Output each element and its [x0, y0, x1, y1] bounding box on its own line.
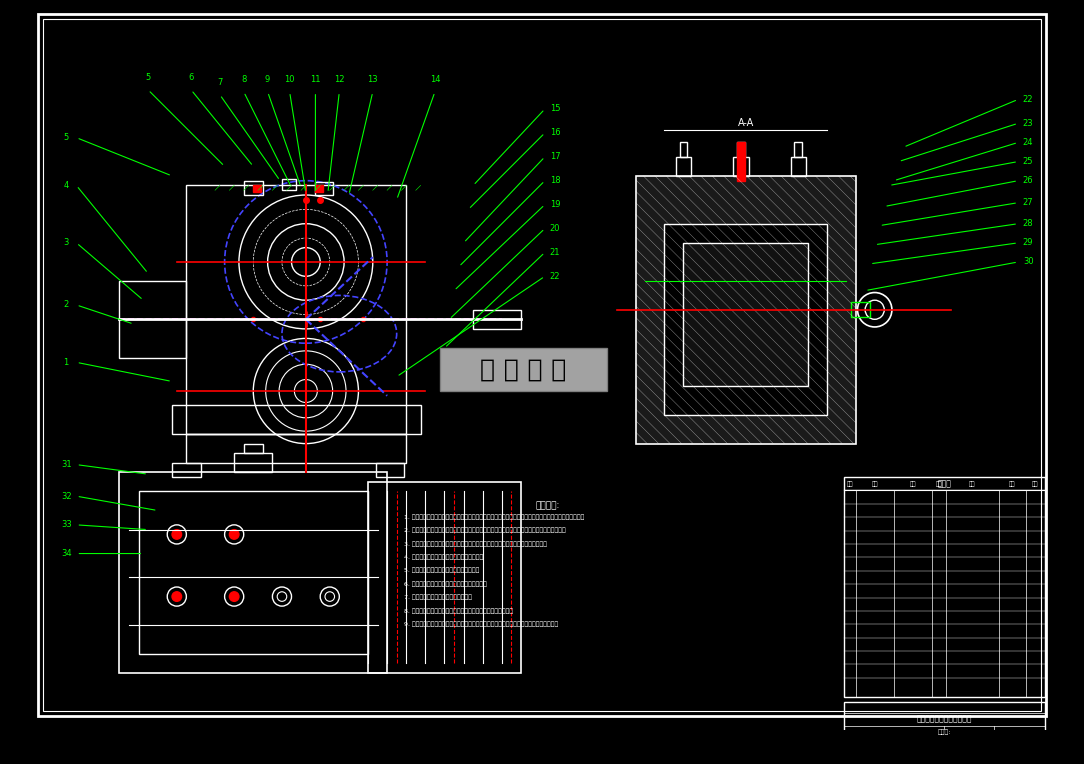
Text: 31: 31	[61, 460, 72, 469]
Text: 技术要求:: 技术要求:	[535, 501, 560, 510]
Bar	[790, 157, 805, 176]
Text: 2: 2	[64, 300, 68, 309]
Bar	[282, 179, 296, 190]
Text: 32: 32	[61, 492, 72, 500]
Bar	[172, 463, 201, 477]
Text: 22: 22	[1023, 95, 1033, 104]
Circle shape	[230, 592, 238, 601]
Bar	[635, 176, 855, 444]
Text: 12: 12	[334, 75, 345, 84]
Bar	[234, 453, 272, 472]
Bar	[844, 477, 1045, 697]
Bar	[244, 181, 262, 195]
Text: 25: 25	[1023, 157, 1033, 166]
Text: 23: 23	[1023, 119, 1033, 128]
Bar	[737, 142, 745, 181]
Text: 21: 21	[550, 248, 560, 257]
Bar	[315, 185, 323, 193]
Text: 9. 组装齿产件装置进组都零件加工设施的起点，在磁场间距，保证温度制件入付不能磁损。: 9. 组装齿产件装置进组都零件加工设施的起点，在磁场间距，保证温度制件入付不能磁…	[404, 621, 558, 627]
Text: 17: 17	[550, 152, 560, 161]
Text: 图纸号:: 图纸号:	[938, 730, 951, 735]
Bar	[315, 182, 333, 195]
Bar	[844, 701, 1045, 764]
Text: 3. 装配组立中，各件位主要配合尺寸，特别是凹处配合尺寸系及相关精度调查都置。: 3. 装配组立中，各件位主要配合尺寸，特别是凹处配合尺寸系及相关精度调查都置。	[404, 541, 547, 547]
Text: 11: 11	[310, 75, 321, 84]
Text: 33: 33	[61, 520, 72, 529]
Text: 1. 零件在运输及储存装配等情况下方，不得有生锈、飞边、氧化皮、碰划、划痕、磁沙、毛刺等缺陷出现。: 1. 零件在运输及储存装配等情况下方，不得有生锈、飞边、氧化皮、碰划、划痕、磁沙…	[404, 514, 584, 520]
Text: 9: 9	[264, 75, 270, 84]
Text: 27: 27	[1023, 198, 1033, 207]
Bar	[186, 434, 406, 463]
Bar	[474, 309, 521, 329]
Text: 7. 导管连线及后退中轴侧延高、平衡。: 7. 导管连线及后退中轴侧延高、平衡。	[404, 594, 473, 601]
Text: 18: 18	[550, 176, 560, 185]
Bar	[795, 142, 802, 157]
Text: 15: 15	[550, 105, 560, 114]
Bar	[186, 186, 406, 434]
Text: 4. 套筒线处运输干净，模孔加入机器调明确。: 4. 套筒线处运输干净，模孔加入机器调明确。	[404, 555, 483, 560]
Text: 代号: 代号	[872, 481, 878, 487]
Bar	[244, 444, 262, 453]
Text: 19: 19	[550, 200, 560, 209]
Text: 16: 16	[550, 128, 560, 138]
Bar	[680, 142, 687, 157]
Bar	[684, 243, 808, 387]
Text: 重量: 重量	[1009, 481, 1016, 487]
Text: 29: 29	[1023, 238, 1033, 248]
Bar	[254, 185, 261, 193]
Text: 6. 整体运输中不允许高度要求，量、破损划痕。: 6. 整体运输中不允许高度要求，量、破损划痕。	[404, 581, 487, 587]
Circle shape	[230, 529, 238, 539]
Text: 30: 30	[1023, 257, 1033, 267]
Text: 1: 1	[64, 358, 68, 367]
Text: 13: 13	[367, 75, 378, 84]
Bar	[737, 142, 745, 157]
Bar	[139, 491, 367, 654]
Text: 24: 24	[1023, 138, 1033, 147]
Text: 5. 装配后，制定温度润滑脂、无污垢现象。: 5. 装配后，制定温度润滑脂、无污垢现象。	[404, 568, 480, 574]
Text: 22: 22	[550, 272, 560, 281]
Text: 26: 26	[1023, 176, 1033, 185]
Text: 3: 3	[63, 238, 68, 248]
Text: 14: 14	[429, 75, 440, 84]
Circle shape	[172, 529, 182, 539]
Text: 28: 28	[1023, 219, 1033, 228]
Text: 明细栏: 明细栏	[938, 479, 952, 488]
Bar	[440, 348, 607, 391]
Text: A-A: A-A	[737, 118, 753, 128]
Text: 材料: 材料	[969, 481, 976, 487]
Text: 序号: 序号	[847, 481, 853, 487]
Bar	[376, 463, 404, 477]
Bar	[675, 157, 692, 176]
Text: 8. 平输允许上端用间阀同间动作功能器，其图合使不等全部内。: 8. 平输允许上端用间阀同间动作功能器，其图合使不等全部内。	[404, 608, 514, 613]
Text: 20: 20	[550, 224, 560, 233]
Bar	[172, 406, 421, 434]
Text: 4: 4	[64, 181, 68, 190]
Text: 备注: 备注	[1032, 481, 1038, 487]
Text: 10: 10	[284, 75, 295, 84]
Text: 冲床自动送料装置结构设计: 冲床自动送料装置结构设计	[917, 714, 972, 724]
Text: 图 文 设 计: 图 文 设 计	[480, 358, 566, 382]
Text: 5: 5	[64, 133, 68, 142]
Text: 5: 5	[145, 73, 151, 83]
Text: 名称: 名称	[909, 481, 916, 487]
Bar	[851, 302, 870, 317]
Text: 34: 34	[61, 549, 72, 558]
Bar	[664, 224, 827, 415]
Bar	[733, 157, 748, 176]
Bar	[119, 281, 186, 358]
Text: 7: 7	[217, 78, 222, 87]
Circle shape	[172, 592, 182, 601]
Text: 8: 8	[241, 75, 246, 84]
Text: 2. 相邻齿产件装配夹到相邻零件加工时受需的电机、连制和手套，保证零件件整入付不能磁损。: 2. 相邻齿产件装配夹到相邻零件加工时受需的电机、连制和手套，保证零件件整入付不…	[404, 528, 566, 533]
Text: 数量: 数量	[935, 481, 942, 487]
Bar	[367, 482, 521, 673]
Text: 6: 6	[189, 73, 194, 83]
Bar	[119, 472, 387, 673]
